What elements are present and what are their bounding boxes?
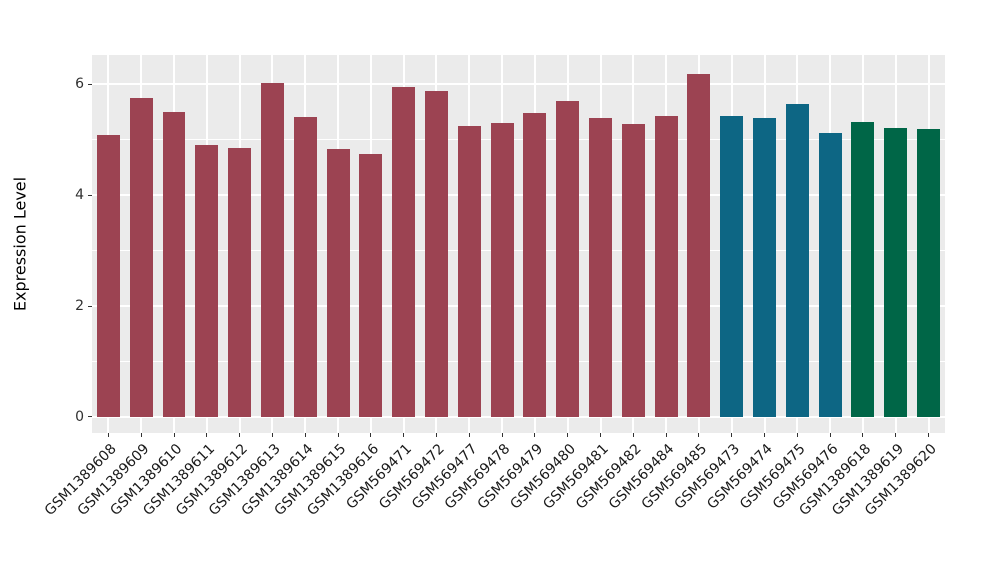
- plot-panel: [92, 55, 945, 433]
- bar: [326, 148, 350, 417]
- x-tick-mark: [698, 433, 700, 437]
- major-gridline: [92, 194, 945, 197]
- x-tick-mark: [600, 433, 602, 437]
- y-tick-label: 6: [75, 76, 84, 93]
- x-tick-mark: [862, 433, 864, 437]
- x-tick-mark: [567, 433, 569, 437]
- y-tick-mark: [88, 416, 92, 418]
- bar: [96, 135, 120, 417]
- bar: [589, 117, 612, 417]
- bar: [818, 133, 842, 417]
- bar: [687, 73, 711, 417]
- bar: [884, 127, 908, 417]
- x-tick-mark: [107, 433, 109, 437]
- bar: [457, 125, 481, 417]
- x-tick-mark: [731, 433, 733, 437]
- y-tick-mark: [88, 194, 92, 196]
- bar: [260, 83, 284, 417]
- bar: [129, 97, 153, 417]
- x-tick-mark: [271, 433, 273, 437]
- bar: [195, 145, 219, 417]
- x-tick-mark: [206, 433, 208, 437]
- x-tick-mark: [928, 433, 930, 437]
- x-tick-mark: [140, 433, 142, 437]
- bar: [654, 115, 678, 417]
- y-tick-mark: [88, 83, 92, 85]
- x-tick-mark: [370, 433, 372, 437]
- x-tick-mark: [468, 433, 470, 437]
- bar: [228, 147, 252, 417]
- major-gridline: [92, 305, 945, 308]
- x-tick-mark: [173, 433, 175, 437]
- bar: [490, 122, 514, 417]
- bar: [753, 118, 777, 417]
- x-tick-mark: [764, 433, 766, 437]
- minor-gridline: [92, 361, 945, 362]
- x-tick-mark: [665, 433, 667, 437]
- bar: [359, 154, 383, 417]
- bar: [523, 112, 547, 417]
- x-tick-mark: [895, 433, 897, 437]
- bar: [293, 116, 317, 417]
- x-tick-mark: [337, 433, 339, 437]
- y-tick-label: 4: [75, 187, 84, 204]
- bar: [621, 124, 645, 417]
- x-tick-mark: [632, 433, 634, 437]
- minor-gridline: [92, 139, 945, 141]
- bar: [162, 112, 186, 417]
- minor-gridline: [92, 250, 945, 252]
- x-tick-mark: [534, 433, 536, 437]
- bar: [556, 101, 580, 417]
- bar: [720, 115, 744, 417]
- y-tick-mark: [88, 305, 92, 307]
- x-tick-mark: [829, 433, 831, 437]
- y-axis-title: Expression Level: [10, 176, 30, 312]
- x-tick-mark: [435, 433, 437, 437]
- y-tick-label: 2: [75, 298, 84, 315]
- bar: [424, 91, 448, 417]
- bar: [785, 103, 809, 417]
- x-tick-mark: [796, 433, 798, 437]
- bar: [392, 86, 416, 417]
- x-tick-mark: [304, 433, 306, 437]
- bar: [851, 122, 875, 417]
- x-tick-mark: [239, 433, 241, 437]
- bar: [917, 129, 941, 417]
- major-gridline: [92, 415, 945, 418]
- x-tick-mark: [501, 433, 503, 437]
- x-tick-mark: [403, 433, 405, 437]
- y-tick-label: 0: [75, 408, 84, 425]
- major-gridline: [92, 83, 945, 86]
